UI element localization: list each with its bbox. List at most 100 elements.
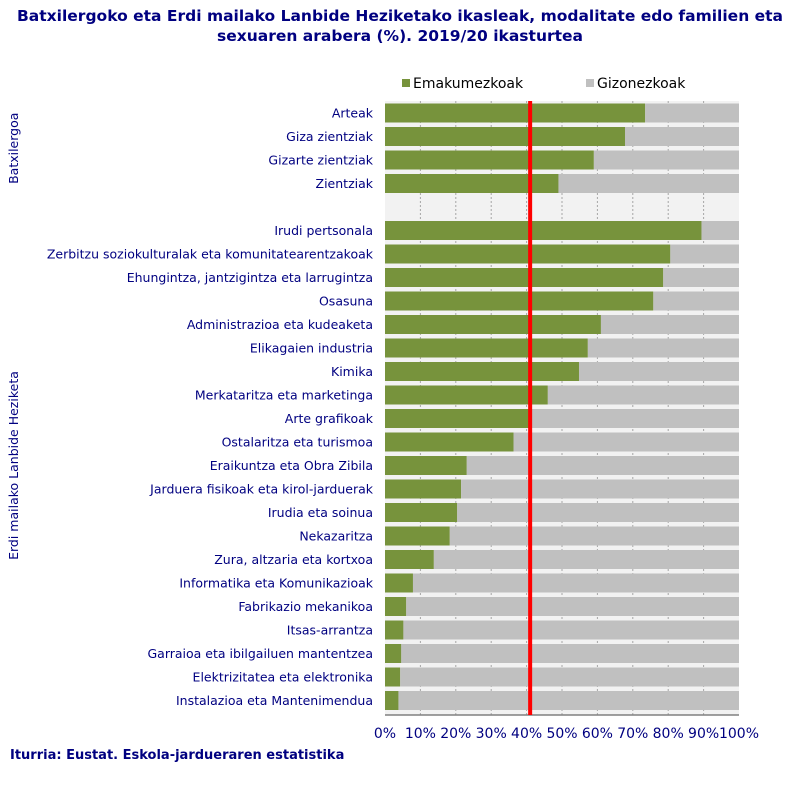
bar-women [385, 127, 626, 146]
bar-men [663, 268, 739, 287]
tick-label: 60% [582, 726, 613, 742]
category-label: Eraikuntza eta Obra Zibila [210, 458, 373, 473]
bar-women [385, 338, 588, 358]
bar-men [513, 432, 739, 452]
category-label: Zura, altzaria eta kortxoa [214, 552, 373, 567]
category-label: Itsas-arrantza [287, 623, 373, 638]
bar-women [385, 573, 413, 593]
bar-men [412, 573, 739, 593]
category-label: Zientziak [316, 176, 374, 191]
bar-men [558, 174, 739, 193]
legend-swatch [586, 79, 594, 87]
bar-men [670, 244, 739, 264]
bar-women [385, 385, 548, 405]
bar-women [385, 291, 654, 311]
bar-men [600, 315, 739, 334]
category-label: Jarduera fisikoak eta kirol-jarduerak [149, 482, 374, 497]
legend-label: Gizonezkoak [597, 76, 686, 92]
bar-men [578, 362, 739, 381]
source-note: Iturria: Eustat. Eskola-jardueraren esta… [10, 748, 345, 763]
category-label: Instalazioa eta Mantenimendua [176, 693, 373, 708]
category-label: Arteak [332, 106, 374, 121]
bar-men [461, 479, 739, 499]
legend: Emakumezkoak Gizonezkoak [402, 76, 686, 92]
bar-women [385, 221, 702, 240]
bar-women [385, 315, 601, 334]
bar-women [385, 244, 671, 264]
category-label: Elikagaien industria [250, 341, 373, 356]
legend-label: Emakumezkoak [413, 76, 524, 92]
bar-men [701, 221, 739, 240]
tick-label: 90% [688, 726, 719, 742]
bar-women [385, 268, 664, 287]
category-label: Osasuna [319, 294, 373, 309]
category-label: Merkataritza eta marketinga [195, 388, 373, 403]
bar-men [653, 291, 739, 311]
category-label: Irudi pertsonala [274, 223, 373, 238]
category-label: Garraioa eta ibilgailuen mantentzea [147, 646, 373, 661]
tick-label: 50% [546, 726, 577, 742]
bar-men [457, 503, 739, 522]
bar-men [433, 550, 739, 569]
gridlines [385, 101, 739, 716]
bar-men [466, 456, 739, 475]
bar-women [385, 456, 467, 475]
category-label: Arte grafikoak [285, 411, 374, 426]
category-label: Irudia eta soinua [268, 505, 373, 520]
bar-women [385, 667, 401, 687]
bar-women [385, 150, 594, 170]
category-labels: Arteak Giza zientziak Gizarte zientziak Zie… [47, 106, 374, 709]
bar-men [406, 597, 739, 616]
x-axis-ticks: 0% 10% 20% 30% 40% 50% 60% 70% 80% 90% 100% [374, 726, 759, 742]
bar-men [593, 150, 739, 170]
category-label: Fabrikazio mekanikoa [238, 599, 373, 614]
category-label: Elektrizitatea eta elektronika [193, 670, 373, 685]
bar-men [530, 409, 739, 428]
category-label: Nekazaritza [299, 529, 373, 544]
bar-women [385, 550, 434, 569]
category-label: Kimika [331, 364, 373, 379]
bar-men [645, 103, 739, 123]
tick-label: 30% [476, 726, 507, 742]
group-label: Erdi mailako Lanbide Heziketa [6, 371, 21, 560]
bar-women [385, 409, 531, 428]
legend-swatch [402, 79, 410, 87]
bar-men [400, 667, 739, 687]
bar-women [385, 479, 462, 499]
bar-men [625, 127, 739, 146]
category-label: Administrazioa eta kudeaketa [187, 317, 373, 332]
category-label: Informatika eta Komunikazioak [179, 576, 373, 591]
bar-women [385, 503, 458, 522]
category-label: Giza zientziak [286, 129, 374, 144]
bar-women [385, 174, 559, 193]
bar-women [385, 362, 579, 381]
bar-men [587, 338, 739, 358]
category-label: Zerbitzu soziokulturalak eta komunitatea… [47, 247, 374, 262]
bar-women [385, 432, 514, 452]
bar-women [385, 620, 404, 640]
bar-women [385, 597, 407, 616]
bar-men [401, 644, 739, 663]
group-labels: Batxilergoa Erdi mailako Lanbide Heziketa [6, 113, 21, 560]
tick-label: 40% [511, 726, 542, 742]
tick-label: 100% [719, 726, 759, 742]
bar-men [398, 691, 739, 710]
bar-women [385, 644, 402, 663]
tick-label: 10% [405, 726, 436, 742]
chart-title: Batxilergoko eta Erdi mailako Lanbide He… [16, 7, 784, 45]
category-label: Gizarte zientziak [268, 153, 373, 168]
group-label: Batxilergoa [6, 113, 21, 184]
category-label: Ehungintza, jantzigintza eta larrugintza [127, 270, 373, 285]
tick-label: 20% [440, 726, 471, 742]
bar-men [403, 620, 739, 640]
bar-men [449, 526, 739, 546]
tick-label: 80% [653, 726, 684, 742]
tick-label: 0% [374, 726, 396, 742]
bar-men [547, 385, 739, 405]
category-label: Ostalaritza eta turismoa [222, 435, 373, 450]
bar-women [385, 526, 450, 546]
tick-label: 70% [617, 726, 648, 742]
bar-women [385, 691, 399, 710]
bar-women [385, 103, 646, 123]
